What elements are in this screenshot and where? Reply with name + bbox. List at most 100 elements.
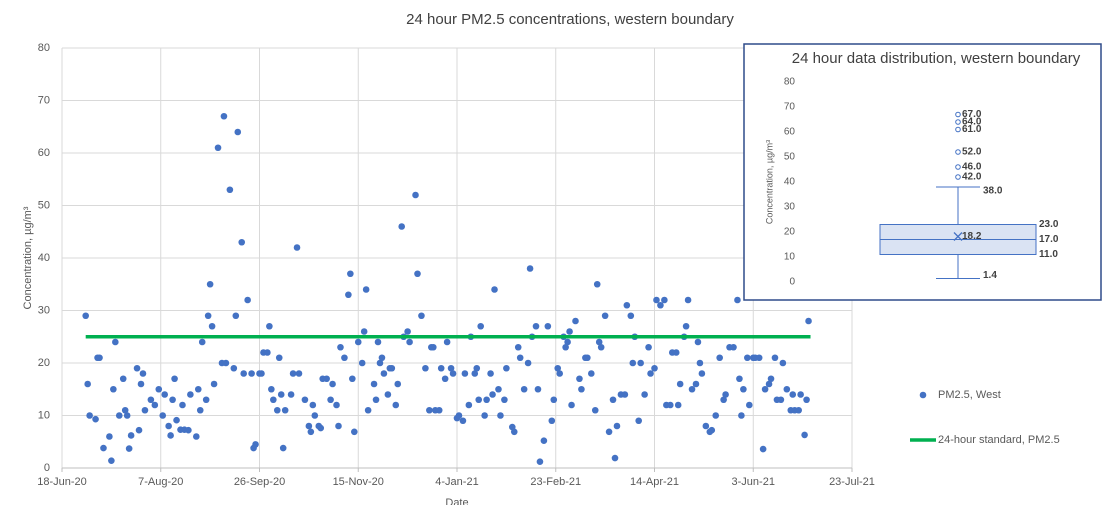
data-point [609, 396, 617, 404]
data-point [412, 191, 419, 199]
data-point [588, 370, 595, 377]
inset-title: 24 hour data distribution, western bound… [792, 50, 1081, 67]
y-axis-label: Concentration, µg/m³ [22, 206, 34, 309]
data-point [311, 412, 319, 419]
data-point [572, 317, 579, 325]
data-point [455, 412, 463, 419]
data-point [159, 412, 167, 419]
data-point [376, 359, 384, 367]
data-point [187, 391, 194, 398]
data-point [613, 422, 621, 430]
mean-marker [953, 232, 963, 241]
inset-y-tick-label: 40 [784, 177, 796, 188]
data-point [147, 396, 155, 404]
data-point [702, 422, 710, 430]
data-point [165, 422, 172, 430]
data-point [736, 375, 743, 383]
data-point [226, 186, 234, 194]
data-point [443, 338, 451, 346]
inset-y-tick-label: 0 [789, 277, 795, 288]
data-point [270, 396, 277, 404]
data-point [524, 359, 532, 367]
data-point [629, 359, 637, 367]
data-point [240, 370, 247, 377]
data-point [682, 322, 690, 330]
y-tick-label: 0 [44, 462, 50, 474]
data-point [323, 375, 330, 383]
data-point [532, 322, 540, 330]
data-point [230, 364, 238, 372]
data-point [351, 428, 358, 436]
data-point [803, 396, 810, 404]
data-point [398, 223, 406, 230]
data-point [252, 441, 259, 448]
data-point [123, 412, 131, 419]
mean-label: 18.2 [962, 231, 982, 242]
data-point [222, 359, 230, 367]
data-point [692, 380, 700, 388]
data-point [605, 428, 613, 436]
data-point [404, 328, 411, 335]
data-point [151, 401, 159, 409]
data-point [491, 286, 498, 293]
inset-y-tick-label: 20 [784, 227, 796, 238]
data-point [110, 385, 117, 393]
data-point [206, 280, 214, 288]
data-point [234, 128, 242, 136]
data-point [755, 354, 763, 362]
data-point [554, 364, 562, 372]
data-point [430, 343, 437, 351]
data-point [202, 396, 210, 404]
data-point [716, 354, 723, 362]
median-label: 17.0 [1039, 234, 1059, 245]
outlier-label: 52.0 [962, 147, 982, 158]
data-point [779, 359, 787, 367]
data-point [601, 312, 609, 320]
data-point [167, 432, 174, 439]
data-point [657, 301, 664, 309]
data-point [232, 312, 240, 320]
data-point [92, 415, 99, 423]
data-point [307, 428, 315, 436]
data-point [595, 338, 603, 346]
outlier-label: 61.0 [962, 124, 982, 135]
data-point [696, 359, 704, 367]
data-point [637, 359, 644, 367]
data-point [471, 370, 479, 377]
data-point [503, 364, 510, 372]
data-point [275, 354, 283, 362]
main-chart: 24 hour PM2.5 concentrations, western bo… [22, 11, 1060, 505]
data-point [667, 401, 674, 409]
data-point [568, 401, 575, 409]
data-point [550, 396, 558, 404]
data-point [647, 370, 654, 377]
data-point [623, 301, 631, 309]
legend-swatch [919, 391, 927, 399]
data-point [264, 349, 271, 356]
data-point [266, 322, 273, 330]
data-point [273, 406, 281, 414]
data-point [611, 454, 619, 462]
data-point [414, 270, 421, 278]
data-point [289, 370, 297, 377]
data-point [422, 364, 429, 372]
data-point [372, 396, 380, 404]
data-point [526, 265, 534, 272]
data-point [698, 370, 706, 377]
data-point [135, 426, 143, 434]
data-point [510, 428, 518, 436]
data-point [627, 312, 635, 320]
data-point [112, 338, 119, 346]
x-tick-label: 26-Sep-20 [234, 476, 285, 488]
min-label: 1.4 [983, 270, 997, 281]
data-point [337, 343, 344, 351]
data-point [341, 354, 348, 362]
data-point [169, 396, 176, 404]
data-point [447, 364, 455, 372]
data-point [193, 433, 200, 440]
y-tick-label: 60 [38, 147, 50, 159]
data-point [487, 370, 494, 377]
data-point [591, 406, 599, 414]
data-point [238, 238, 246, 246]
data-point [100, 444, 107, 452]
